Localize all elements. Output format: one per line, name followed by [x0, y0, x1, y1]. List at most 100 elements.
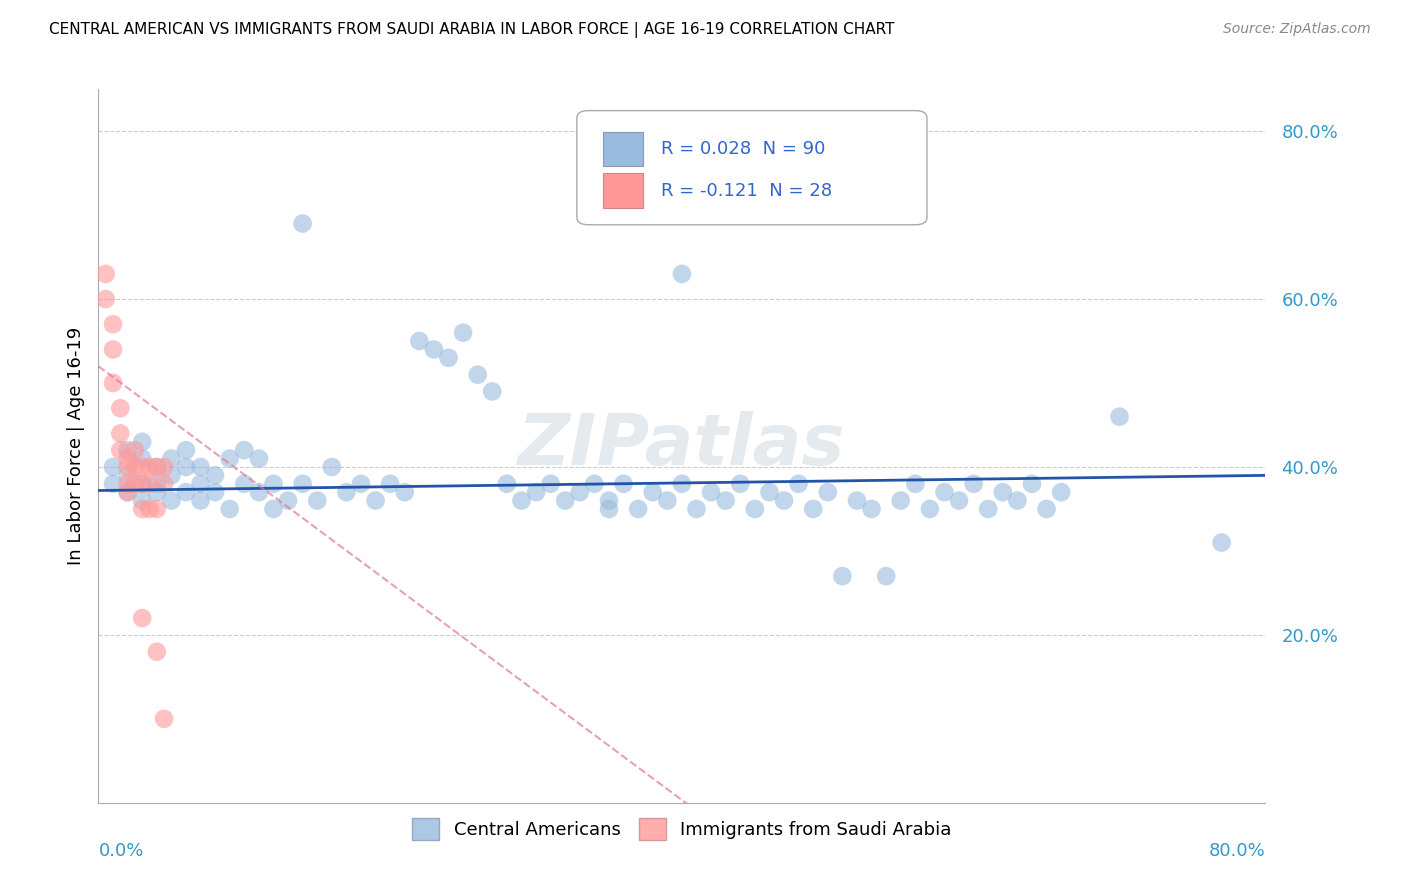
- Point: [146, 645, 169, 659]
- Point: [568, 485, 591, 500]
- Point: [138, 476, 160, 491]
- Point: [247, 451, 270, 466]
- Point: [467, 368, 489, 382]
- Point: [131, 611, 153, 625]
- Point: [817, 485, 839, 500]
- Point: [934, 485, 956, 500]
- Point: [394, 485, 416, 500]
- Point: [218, 451, 240, 466]
- Point: [423, 343, 446, 357]
- Point: [117, 476, 139, 491]
- Point: [190, 460, 212, 475]
- Point: [117, 460, 139, 475]
- Point: [101, 343, 124, 357]
- Point: [218, 502, 240, 516]
- Point: [846, 493, 869, 508]
- Point: [146, 502, 169, 516]
- FancyBboxPatch shape: [576, 111, 927, 225]
- Point: [131, 493, 153, 508]
- Point: [831, 569, 853, 583]
- Point: [131, 434, 153, 449]
- Point: [773, 493, 796, 508]
- Point: [110, 401, 132, 416]
- Y-axis label: In Labor Force | Age 16-19: In Labor Force | Age 16-19: [66, 326, 84, 566]
- Point: [117, 451, 139, 466]
- Point: [131, 476, 153, 491]
- Point: [233, 476, 256, 491]
- Point: [160, 493, 183, 508]
- Point: [117, 468, 139, 483]
- Point: [291, 217, 314, 231]
- Point: [124, 443, 146, 458]
- Point: [641, 485, 664, 500]
- Text: CENTRAL AMERICAN VS IMMIGRANTS FROM SAUDI ARABIA IN LABOR FORCE | AGE 16-19 CORR: CENTRAL AMERICAN VS IMMIGRANTS FROM SAUD…: [49, 22, 894, 38]
- Point: [380, 476, 402, 491]
- Point: [160, 451, 183, 466]
- Point: [598, 502, 620, 516]
- Point: [204, 468, 226, 483]
- Point: [685, 502, 707, 516]
- Point: [153, 712, 176, 726]
- Point: [496, 476, 519, 491]
- Point: [787, 476, 810, 491]
- Point: [671, 476, 693, 491]
- Point: [730, 476, 752, 491]
- Point: [117, 443, 139, 458]
- Point: [554, 493, 576, 508]
- Point: [977, 502, 1000, 516]
- Point: [948, 493, 970, 508]
- Text: 80.0%: 80.0%: [1209, 842, 1265, 860]
- Point: [408, 334, 430, 348]
- Point: [101, 460, 124, 475]
- Point: [510, 493, 533, 508]
- Point: [138, 502, 160, 516]
- Point: [627, 502, 650, 516]
- Point: [101, 476, 124, 491]
- Text: 0.0%: 0.0%: [98, 842, 143, 860]
- Point: [801, 502, 824, 516]
- Point: [277, 493, 299, 508]
- Point: [174, 443, 197, 458]
- Point: [174, 460, 197, 475]
- Point: [131, 502, 153, 516]
- Point: [110, 426, 132, 441]
- Point: [540, 476, 562, 491]
- Point: [94, 292, 117, 306]
- Point: [153, 460, 176, 475]
- Point: [101, 376, 124, 390]
- Point: [991, 485, 1014, 500]
- Point: [657, 493, 679, 508]
- Point: [335, 485, 357, 500]
- Point: [758, 485, 780, 500]
- Point: [131, 451, 153, 466]
- Point: [1035, 502, 1057, 516]
- Point: [190, 493, 212, 508]
- Point: [124, 460, 146, 475]
- Point: [875, 569, 897, 583]
- Point: [190, 476, 212, 491]
- Point: [1007, 493, 1029, 508]
- Point: [350, 476, 373, 491]
- Point: [131, 476, 153, 491]
- Point: [321, 460, 343, 475]
- Point: [860, 502, 883, 516]
- Point: [117, 485, 139, 500]
- Point: [962, 476, 984, 491]
- FancyBboxPatch shape: [603, 173, 644, 208]
- Text: R = 0.028  N = 90: R = 0.028 N = 90: [661, 140, 825, 158]
- Point: [1108, 409, 1130, 424]
- Point: [160, 468, 183, 483]
- Point: [233, 443, 256, 458]
- Point: [524, 485, 547, 500]
- Point: [307, 493, 329, 508]
- Point: [153, 476, 176, 491]
- Point: [146, 476, 169, 491]
- Point: [204, 485, 226, 500]
- Point: [146, 485, 169, 500]
- Point: [437, 351, 460, 365]
- Point: [904, 476, 927, 491]
- Text: ZIPatlas: ZIPatlas: [519, 411, 845, 481]
- Point: [671, 267, 693, 281]
- Point: [117, 485, 139, 500]
- Legend: Central Americans, Immigrants from Saudi Arabia: Central Americans, Immigrants from Saudi…: [405, 811, 959, 847]
